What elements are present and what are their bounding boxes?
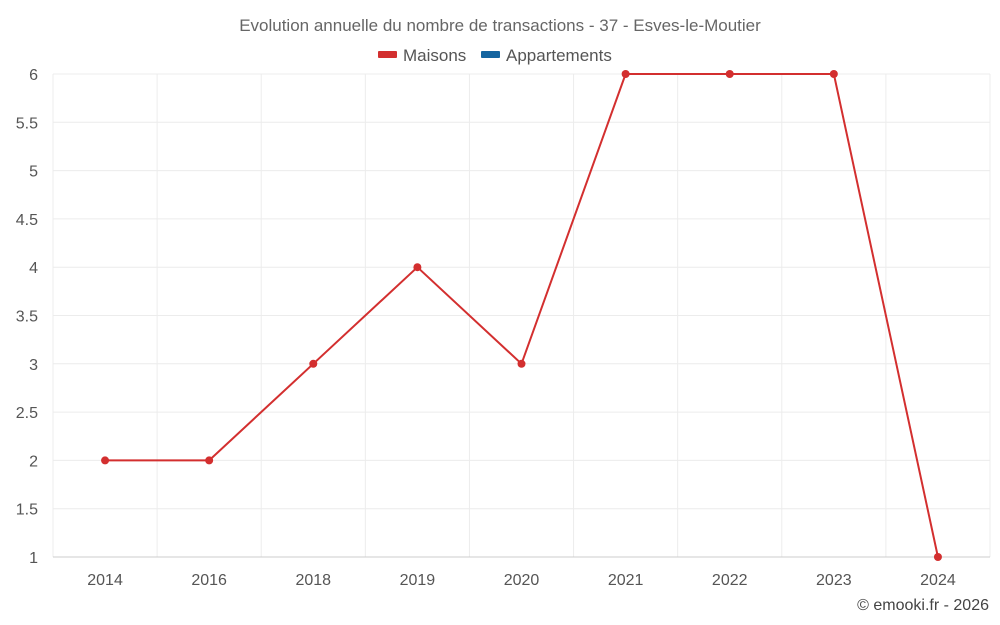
legend-swatch-appartements xyxy=(481,51,500,58)
x-tick-label: 2018 xyxy=(295,572,331,589)
data-point-maisons-2023[interactable] xyxy=(829,70,838,78)
legend-item-appartements[interactable]: Appartements xyxy=(481,46,612,65)
x-axis: 2014 2016 2018 2019 2020 2021 2022 2023 2024 xyxy=(53,556,990,589)
credit-text: © emooki.fr - 2026 xyxy=(857,597,989,614)
y-tick-label: 2.5 xyxy=(16,405,38,422)
y-tick-label: 6 xyxy=(29,67,38,84)
x-tick-label: 2020 xyxy=(504,572,540,589)
legend: Maisons Appartements xyxy=(378,46,612,65)
legend-label-appartements: Appartements xyxy=(506,46,612,65)
data-point-maisons-2020[interactable] xyxy=(517,359,526,368)
y-tick-label: 1 xyxy=(29,550,38,567)
x-tick-label: 2022 xyxy=(712,572,748,589)
series-layer xyxy=(101,70,942,561)
data-point-maisons-2016[interactable] xyxy=(205,456,214,465)
x-tick-label: 2023 xyxy=(816,572,852,589)
x-tick-label: 2016 xyxy=(191,572,227,589)
y-tick-label: 3 xyxy=(29,357,38,374)
legend-item-maisons[interactable]: Maisons xyxy=(378,46,466,65)
y-tick-label: 3.5 xyxy=(16,309,38,326)
data-point-maisons-2022[interactable] xyxy=(725,70,734,78)
data-point-maisons-2019[interactable] xyxy=(413,263,422,272)
y-tick-label: 4.5 xyxy=(16,212,38,229)
x-tick-label: 2014 xyxy=(87,572,123,589)
x-tick-label: 2021 xyxy=(608,572,644,589)
x-tick-label: 2019 xyxy=(400,572,436,589)
legend-label-maisons: Maisons xyxy=(403,46,466,65)
data-point-maisons-2024[interactable] xyxy=(933,553,942,561)
legend-swatch-maisons xyxy=(378,51,397,58)
y-tick-label: 1.5 xyxy=(16,502,38,519)
y-tick-label: 2 xyxy=(29,453,38,470)
data-point-maisons-2018[interactable] xyxy=(309,359,318,368)
data-point-maisons-2014[interactable] xyxy=(101,456,110,465)
y-axis: 1 1.5 2 2.5 3 3.5 4 4.5 5 5.5 6 xyxy=(16,67,38,567)
data-point-maisons-2021[interactable] xyxy=(621,70,630,78)
x-tick-label: 2024 xyxy=(920,572,956,589)
y-tick-label: 5 xyxy=(29,164,38,181)
y-tick-label: 5.5 xyxy=(16,115,38,132)
y-tick-label: 4 xyxy=(29,260,38,277)
chart-title: Evolution annuelle du nombre de transact… xyxy=(239,16,761,35)
